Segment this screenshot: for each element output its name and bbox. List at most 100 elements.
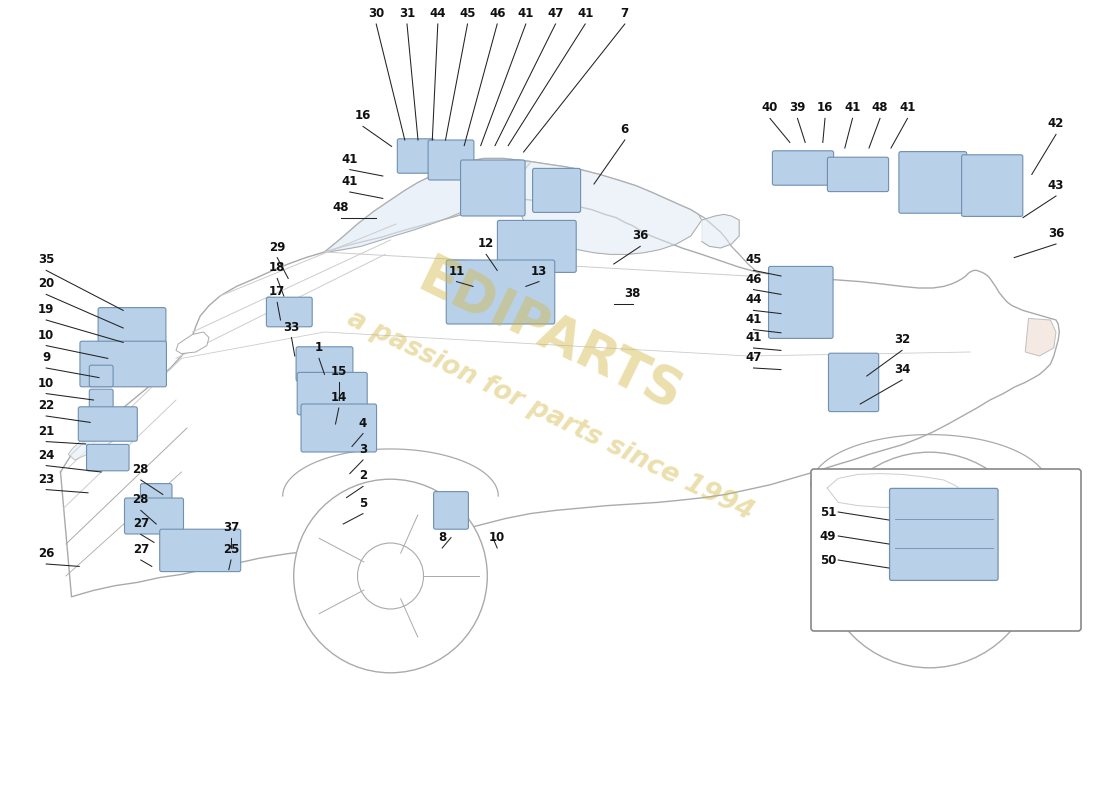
- FancyBboxPatch shape: [461, 160, 525, 216]
- FancyBboxPatch shape: [89, 365, 113, 387]
- Text: 36: 36: [1048, 227, 1064, 240]
- Text: 41: 41: [518, 7, 534, 20]
- Text: 29: 29: [270, 241, 285, 254]
- Text: 28: 28: [133, 494, 148, 506]
- Text: 41: 41: [845, 102, 860, 114]
- FancyBboxPatch shape: [89, 389, 113, 411]
- Text: 47: 47: [746, 351, 761, 364]
- Text: 33: 33: [284, 321, 299, 334]
- Text: 23: 23: [39, 473, 54, 486]
- FancyBboxPatch shape: [428, 140, 474, 180]
- FancyBboxPatch shape: [961, 154, 1023, 216]
- Text: 6: 6: [620, 123, 629, 136]
- Text: 16: 16: [817, 102, 833, 114]
- Text: 41: 41: [342, 153, 358, 166]
- Circle shape: [822, 452, 1037, 668]
- Polygon shape: [1025, 318, 1056, 356]
- Text: 40: 40: [762, 102, 778, 114]
- FancyBboxPatch shape: [497, 220, 576, 272]
- Text: 27: 27: [133, 518, 148, 530]
- Text: 13: 13: [531, 265, 547, 278]
- Polygon shape: [68, 408, 134, 460]
- Text: 42: 42: [1048, 118, 1064, 130]
- Circle shape: [358, 543, 424, 609]
- FancyBboxPatch shape: [124, 498, 184, 534]
- FancyBboxPatch shape: [532, 168, 581, 212]
- FancyBboxPatch shape: [397, 138, 434, 174]
- Text: 45: 45: [746, 254, 762, 266]
- Text: 21: 21: [39, 425, 54, 438]
- Text: 41: 41: [746, 313, 761, 326]
- Polygon shape: [515, 160, 702, 254]
- Polygon shape: [324, 158, 531, 252]
- Text: 32: 32: [894, 334, 910, 346]
- Text: 27: 27: [133, 543, 148, 556]
- Text: 10: 10: [490, 531, 505, 544]
- Text: 15: 15: [331, 366, 346, 378]
- Polygon shape: [176, 332, 209, 354]
- FancyBboxPatch shape: [827, 157, 889, 192]
- Text: 14: 14: [331, 391, 346, 404]
- FancyBboxPatch shape: [141, 483, 172, 506]
- FancyBboxPatch shape: [80, 341, 166, 387]
- Text: 39: 39: [790, 102, 805, 114]
- FancyBboxPatch shape: [828, 354, 879, 411]
- Text: 30: 30: [368, 7, 384, 20]
- Text: 3: 3: [359, 443, 367, 456]
- Text: 43: 43: [1048, 179, 1064, 192]
- Text: 1: 1: [315, 342, 323, 354]
- Text: 41: 41: [342, 175, 358, 188]
- Text: 45: 45: [460, 7, 475, 20]
- Text: 41: 41: [746, 331, 761, 344]
- FancyBboxPatch shape: [266, 297, 312, 326]
- Text: 9: 9: [42, 351, 51, 364]
- Text: 20: 20: [39, 278, 54, 290]
- FancyBboxPatch shape: [296, 347, 353, 381]
- Text: 44: 44: [429, 7, 447, 20]
- FancyBboxPatch shape: [98, 307, 166, 346]
- Text: 4: 4: [359, 417, 367, 430]
- Text: 10: 10: [39, 329, 54, 342]
- Text: 24: 24: [39, 449, 54, 462]
- Text: 46: 46: [488, 7, 505, 20]
- Text: 49: 49: [820, 530, 836, 542]
- Text: 50: 50: [820, 554, 836, 566]
- Text: 11: 11: [449, 265, 464, 278]
- Text: 34: 34: [894, 363, 910, 376]
- Text: 16: 16: [355, 110, 371, 122]
- Text: 51: 51: [820, 506, 836, 518]
- Polygon shape: [60, 198, 1059, 597]
- Circle shape: [894, 525, 965, 595]
- Text: 25: 25: [223, 543, 239, 556]
- Text: EDIPARTS: EDIPARTS: [410, 250, 690, 422]
- Text: 37: 37: [223, 521, 239, 534]
- FancyBboxPatch shape: [899, 152, 967, 214]
- Text: 38: 38: [625, 287, 640, 300]
- FancyBboxPatch shape: [769, 266, 833, 338]
- Polygon shape: [702, 214, 739, 248]
- Text: 31: 31: [399, 7, 415, 20]
- Text: 28: 28: [133, 463, 148, 476]
- Text: 48: 48: [871, 102, 889, 114]
- Text: 48: 48: [332, 201, 350, 214]
- FancyBboxPatch shape: [301, 404, 376, 452]
- Text: 41: 41: [900, 102, 915, 114]
- FancyBboxPatch shape: [811, 469, 1081, 631]
- Text: 19: 19: [39, 303, 54, 316]
- Text: 46: 46: [746, 273, 762, 286]
- FancyBboxPatch shape: [87, 444, 129, 470]
- Text: 12: 12: [478, 238, 494, 250]
- Text: 22: 22: [39, 399, 54, 412]
- FancyBboxPatch shape: [297, 373, 367, 414]
- Text: 8: 8: [438, 531, 447, 544]
- FancyBboxPatch shape: [447, 260, 554, 324]
- Text: 18: 18: [270, 262, 285, 274]
- FancyBboxPatch shape: [78, 406, 138, 442]
- FancyBboxPatch shape: [890, 488, 998, 581]
- FancyBboxPatch shape: [772, 150, 834, 186]
- Text: 26: 26: [39, 547, 54, 560]
- Text: 5: 5: [359, 497, 367, 510]
- FancyBboxPatch shape: [433, 491, 469, 530]
- Text: 17: 17: [270, 286, 285, 298]
- Text: 41: 41: [578, 7, 593, 20]
